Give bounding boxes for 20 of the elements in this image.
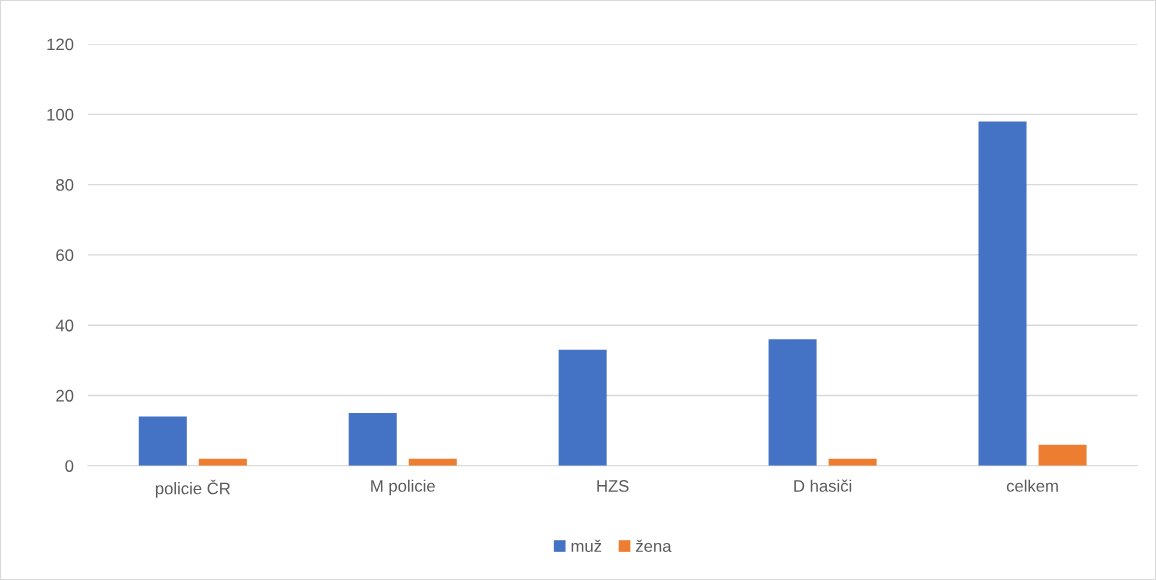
- x-tick-label: policie ČR: [155, 479, 231, 498]
- y-tick-label: 40: [55, 319, 74, 332]
- bar: [138, 416, 187, 466]
- legend-label: muž: [571, 539, 602, 553]
- x-tick-label: HZS: [597, 480, 629, 492]
- y-tick-label: 20: [56, 389, 74, 402]
- bar: [1038, 444, 1087, 466]
- legend-label: žena: [636, 539, 672, 553]
- x-tick-label: M policie: [371, 479, 435, 496]
- y-tick-label: 80: [56, 179, 74, 191]
- x-tick-label: D hasiči: [794, 479, 852, 492]
- bar: [768, 339, 817, 466]
- x-tick-label: celkem: [1006, 479, 1058, 492]
- bar: [558, 349, 607, 466]
- y-tick-label: 60: [56, 249, 74, 262]
- bar: [978, 121, 1027, 466]
- bar: [348, 413, 397, 466]
- y-tick-label: 120: [47, 38, 74, 51]
- y-tick-label: 0: [65, 460, 74, 472]
- y-tick-label: 100: [47, 108, 74, 121]
